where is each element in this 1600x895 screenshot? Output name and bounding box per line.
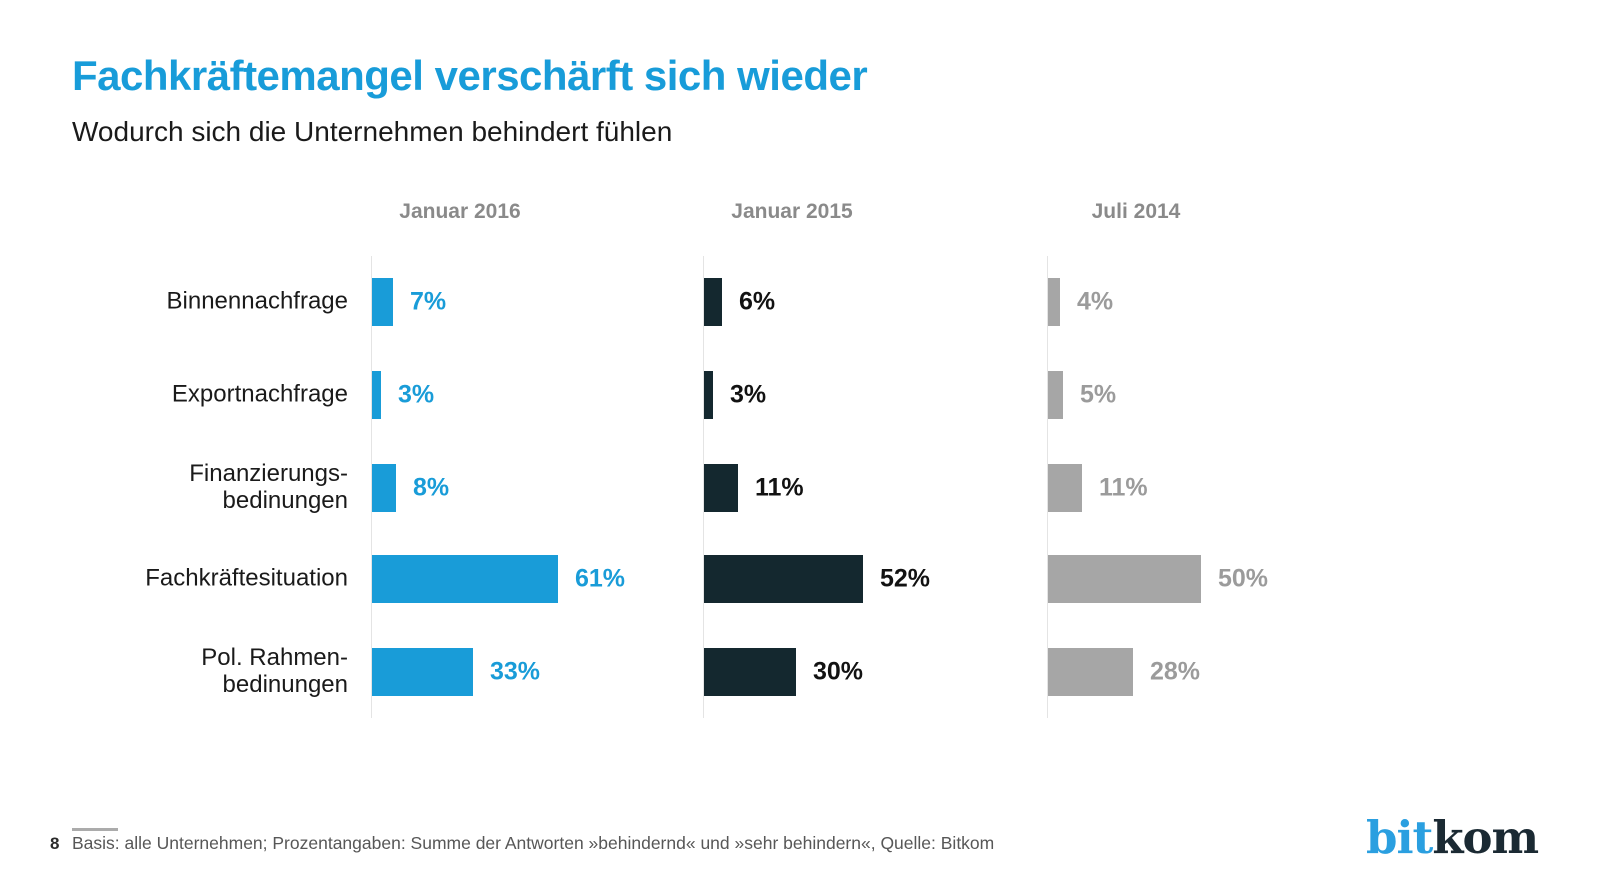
axis-baseline (371, 256, 372, 718)
axis-baseline (703, 256, 704, 718)
grouped-bar-chart: Januar 2016 Januar 2015 Juli 2014 Binnennac… (145, 200, 1269, 718)
bar-value-label: 30% (813, 657, 864, 686)
bar-value-label: 28% (1150, 657, 1201, 686)
category-label: Fachkräftesituation (145, 564, 348, 592)
category-label: Pol. Rahmen- bedinungen (201, 644, 348, 698)
bar (704, 278, 722, 326)
logo-text-kom: kom (1432, 811, 1539, 864)
bar-value-label: 3% (398, 380, 435, 409)
bar (372, 371, 381, 419)
bar-value-label: 61% (575, 564, 626, 593)
series-header: Januar 2016 (399, 200, 521, 223)
bar (704, 371, 713, 419)
footnote-text: Basis: alle Unternehmen; Prozentangaben:… (72, 833, 995, 853)
logo-text-bit: bit (1366, 811, 1433, 864)
bitkom-logo: bitkom (1366, 815, 1539, 860)
series-header: Januar 2015 (731, 200, 853, 223)
bar (704, 648, 796, 696)
bar-value-label: 50% (1218, 564, 1269, 593)
axis-baseline (1047, 256, 1048, 718)
bar (372, 278, 393, 326)
bar (1048, 464, 1082, 512)
bar (372, 555, 558, 603)
bar-value-label: 52% (880, 564, 931, 593)
bar (1048, 648, 1133, 696)
bar (1048, 555, 1201, 603)
bar-value-label: 6% (739, 287, 776, 316)
series-header: Juli 2014 (1091, 200, 1181, 223)
bar-value-label: 8% (413, 473, 450, 502)
bar (704, 555, 863, 603)
bar-value-label: 33% (490, 657, 541, 686)
bar-value-label: 11% (1099, 473, 1148, 502)
bar (704, 464, 738, 512)
page-subtitle: Wodurch sich die Unternehmen behindert f… (72, 116, 673, 147)
bar (372, 464, 396, 512)
category-label: Finanzierungs- bedinungen (189, 460, 348, 514)
bar-value-label: 7% (410, 287, 447, 316)
bar (1048, 371, 1063, 419)
bar-value-label: 4% (1077, 287, 1114, 316)
category-label: Exportnachfrage (171, 380, 348, 408)
bar-value-label: 5% (1080, 380, 1117, 409)
bar (1048, 278, 1060, 326)
bar (372, 648, 473, 696)
page-number: 8 (50, 834, 60, 853)
footnote-rule (72, 828, 118, 831)
bar-value-label: 11% (755, 473, 804, 502)
bar-value-label: 3% (730, 380, 767, 409)
category-label: Binnennachfrage (166, 287, 348, 315)
page-title: Fachkräftemangel verschärft sich wieder (72, 52, 868, 99)
